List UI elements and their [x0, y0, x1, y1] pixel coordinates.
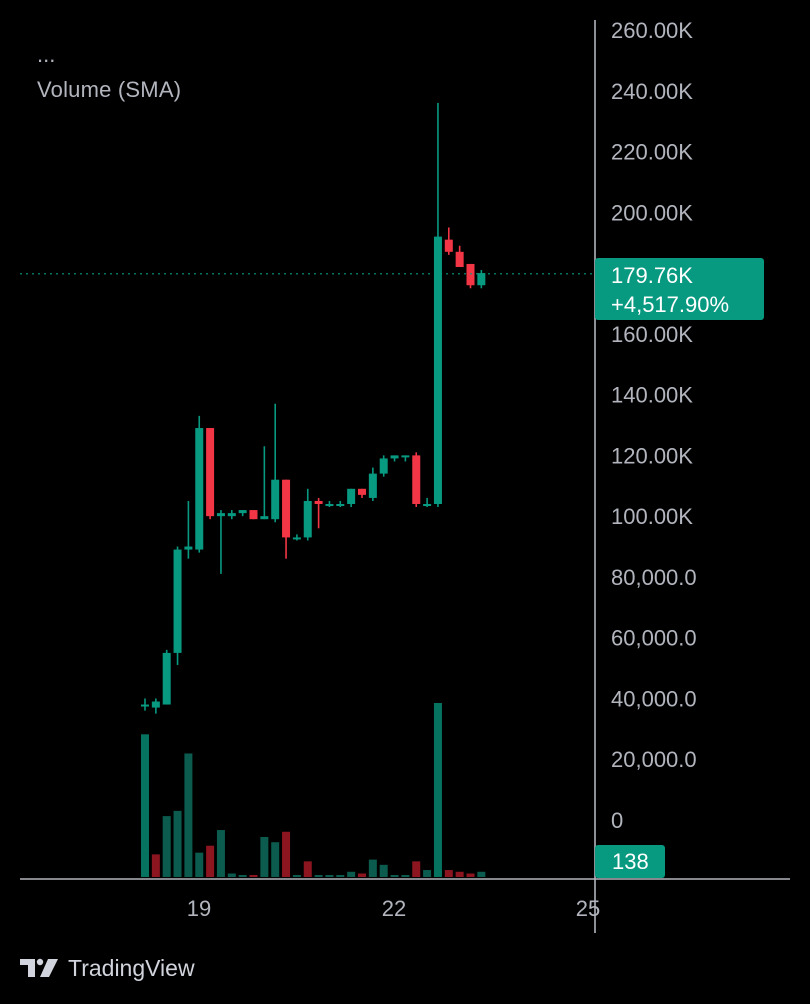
candle-body	[444, 239, 453, 252]
volume-bar	[162, 816, 171, 877]
price-tick-label: 40,000.0	[611, 686, 697, 711]
volume-bar	[444, 870, 453, 877]
volume-bar	[347, 871, 356, 877]
candle-body	[282, 479, 291, 538]
candle-body	[184, 546, 193, 550]
current-volume-badge: 138	[595, 845, 665, 878]
current-price-badge: 179.76K +4,517.90%	[595, 258, 764, 320]
volume-bar	[141, 734, 149, 877]
price-tick-label: 120.00K	[611, 443, 693, 468]
volume-bar	[173, 810, 182, 877]
volume-bar	[184, 753, 193, 877]
price-tick-label: 160.00K	[611, 322, 693, 347]
volume-bar	[249, 875, 258, 877]
candle-body	[412, 455, 421, 504]
candle-body	[151, 701, 160, 708]
candle-body	[216, 513, 225, 517]
candle-body	[390, 455, 399, 459]
candle-body	[423, 504, 432, 506]
tradingview-tv-icon	[20, 958, 58, 977]
candle-body	[433, 236, 442, 504]
candle-body	[379, 458, 388, 474]
legend-toggle-dots[interactable]: ...	[37, 42, 56, 67]
candle-body	[173, 549, 182, 653]
candle-body	[271, 479, 280, 520]
volume-bar	[314, 875, 323, 877]
candle-body	[238, 510, 247, 514]
candle-body	[249, 510, 258, 520]
time-tick-label: 25	[576, 896, 600, 921]
candle-body	[162, 652, 171, 705]
candle-body	[347, 488, 356, 504]
price-change-percent: +4,517.90%	[611, 292, 730, 317]
volume-bar	[368, 859, 377, 877]
time-tick-label: 22	[382, 896, 406, 921]
volume-bar	[282, 831, 291, 877]
price-tick-label: 220.00K	[611, 140, 693, 165]
volume-bar	[379, 864, 388, 877]
candle-body	[455, 251, 464, 267]
volume-bar	[433, 703, 442, 877]
volume-bar	[238, 875, 247, 877]
candle-body	[303, 500, 312, 538]
volume-bar	[260, 836, 269, 877]
volume-bar	[412, 861, 421, 877]
price-tick-label: 20,000.0	[611, 747, 697, 772]
volume-bar	[325, 875, 334, 877]
candle-layer	[141, 102, 486, 714]
volume-indicator-label[interactable]: Volume (SMA)	[37, 77, 182, 102]
candle-body	[141, 704, 149, 707]
volume-bar	[390, 875, 399, 877]
candle-body	[336, 504, 345, 506]
candle-body	[325, 504, 334, 506]
volume-bar	[401, 875, 410, 877]
candle-body	[368, 473, 377, 498]
volume-bar	[336, 875, 345, 877]
price-tick-label: 80,000.0	[611, 565, 697, 590]
price-tick-label: 260.00K	[611, 18, 693, 43]
time-tick-label: 19	[187, 896, 211, 921]
volume-bar	[227, 873, 236, 877]
volume-bar	[466, 873, 475, 877]
candle-body	[477, 273, 486, 286]
volume-bar	[477, 871, 486, 877]
volume-bar	[151, 854, 160, 877]
price-tick-label: 60,000.0	[611, 626, 697, 651]
price-tick-label: 240.00K	[611, 79, 693, 104]
volume-bar	[271, 842, 280, 877]
volume-bar	[358, 873, 366, 877]
price-tick-label: 200.00K	[611, 200, 693, 225]
tradingview-wordmark: TradingView	[68, 954, 195, 981]
volume-layer	[141, 703, 486, 877]
candle-body	[292, 537, 301, 540]
candle-body	[466, 263, 475, 286]
price-axis-ticks: 260.00K 240.00K 220.00K 200.00K 160.00K 140.0…	[611, 18, 697, 833]
price-tick-label: 0	[611, 808, 623, 833]
candle-body	[206, 428, 215, 517]
volume-bar	[292, 875, 301, 877]
time-axis-ticks: 19 22 25	[187, 896, 600, 921]
candle-body	[401, 455, 410, 458]
volume-bar	[455, 871, 464, 877]
volume-bar	[423, 870, 432, 877]
volume-bar	[195, 852, 204, 877]
volume-bar	[216, 830, 225, 877]
tradingview-logo[interactable]: TradingView	[20, 953, 195, 983]
volume-bar	[303, 861, 312, 877]
candle-body	[358, 488, 366, 495]
volume-bar	[206, 845, 215, 877]
candle-body	[195, 428, 204, 550]
candle-body	[314, 500, 323, 504]
price-tick-label: 140.00K	[611, 383, 693, 408]
price-tick-label: 100.00K	[611, 504, 693, 529]
candle-body	[227, 513, 236, 517]
candle-body	[260, 516, 269, 520]
current-price-value: 179.76K	[611, 263, 693, 288]
